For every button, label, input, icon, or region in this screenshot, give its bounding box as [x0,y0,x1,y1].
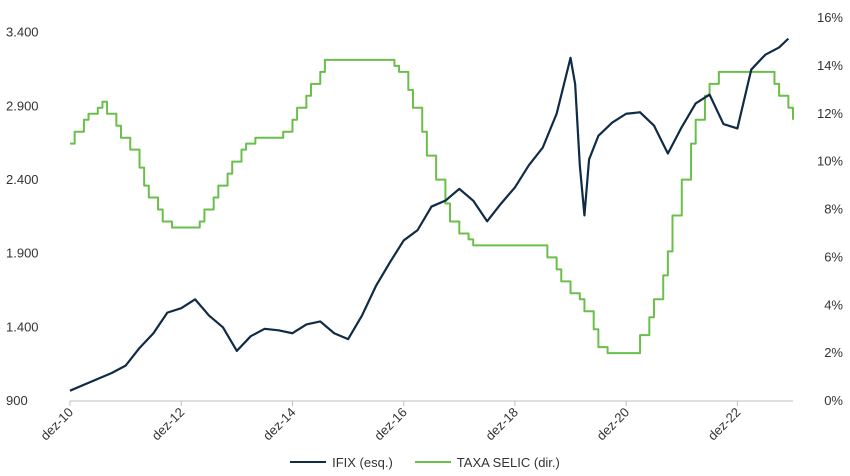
x-tick-label: dez-16 [371,405,410,444]
x-tick-label: dez-10 [37,405,76,444]
x-tick-label: dez-14 [260,405,299,444]
left-axis: 900 1.400 1.900 2.400 2.900 3.400 [6,25,39,408]
left-tick-label: 900 [6,393,28,408]
legend-label-selic: TAXA SELIC (dir.) [456,454,560,470]
right-tick-label: 12% [817,106,843,121]
legend-swatch-ifix [290,461,327,463]
x-tick-label: dez-12 [149,405,188,444]
legend-label-ifix: IFIX (esq.) [332,454,393,470]
series-line-selic [70,58,794,355]
series-line-ifix [69,37,790,392]
right-tick-label: 8% [824,202,843,217]
right-tick-label: 14% [817,58,843,73]
right-tick-label: 10% [817,154,843,169]
left-tick-label: 2.400 [6,172,39,187]
x-tick-label: dez-18 [482,405,521,444]
legend-item-ifix: IFIX (esq.) [290,455,393,470]
right-tick-label: 4% [824,297,843,312]
legend-swatch-selic [414,461,451,463]
series-layer [69,37,794,392]
left-tick-label: 1.400 [6,319,39,334]
x-axis: dez-10 dez-12 dez-14 dez-16 dez-18 dez-20 dez-… [37,401,744,444]
right-tick-label: 2% [824,345,843,360]
x-tick-label: dez-22 [705,405,744,444]
right-axis: 0% 2% 4% 6% 8% 10% 12% 14% 16% [817,10,843,408]
right-tick-label: 0% [824,393,843,408]
left-tick-label: 1.900 [6,246,39,261]
legend-item-selic: TAXA SELIC (dir.) [414,454,560,470]
right-tick-label: 16% [817,10,843,25]
left-tick-label: 2.900 [6,98,39,113]
legend: IFIX (esq.) TAXA SELIC (dir.) [0,452,850,472]
left-tick-label: 3.400 [6,25,39,40]
right-tick-label: 6% [824,249,843,264]
x-tick-label: dez-20 [594,405,633,444]
